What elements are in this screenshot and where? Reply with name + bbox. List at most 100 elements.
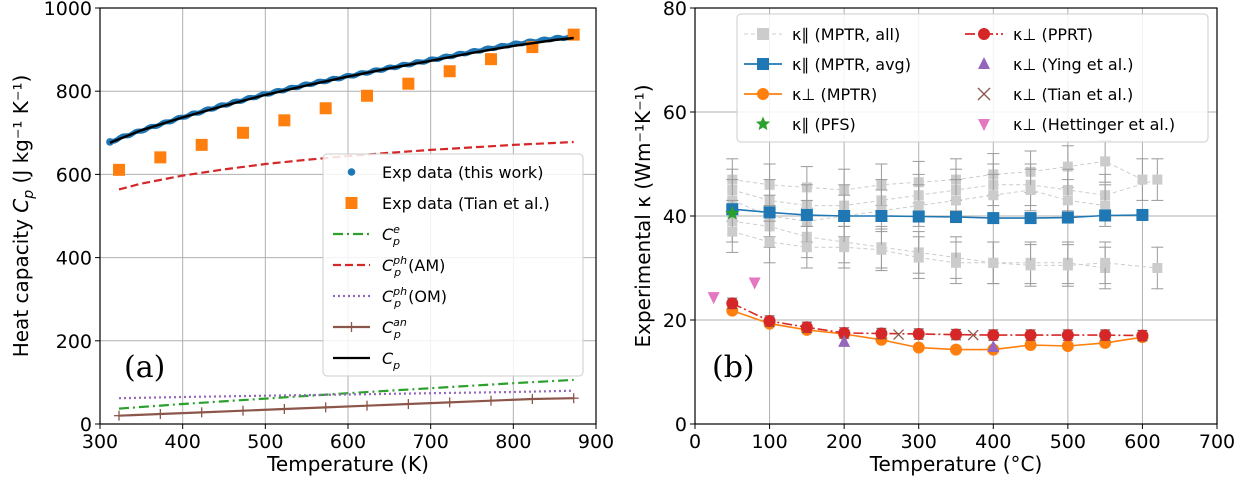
mptr-all-point xyxy=(1152,263,1163,273)
legend-a-label-3: Cph p (AM) xyxy=(382,254,445,279)
series-a-1-point xyxy=(402,77,415,90)
mptr-all-point xyxy=(801,242,812,253)
series-b-tian-point xyxy=(893,329,905,341)
panel-label-b: (b) xyxy=(712,350,755,385)
a-y-tick-label: 600 xyxy=(56,164,92,186)
series-a-1-point xyxy=(485,53,498,66)
panel-label-a: (a) xyxy=(124,350,165,385)
series-b-hettinger-point xyxy=(748,277,761,290)
series-b-pprt xyxy=(726,297,1149,342)
mptr-all-point xyxy=(951,195,961,206)
series-a-5-point xyxy=(362,400,373,411)
series-b-pprt-point xyxy=(1024,329,1037,342)
legend-b-marker-2 xyxy=(757,88,769,100)
series-b-pprt-point xyxy=(950,328,962,341)
mptr-all-point xyxy=(988,257,999,268)
series-b-hettinger xyxy=(707,277,761,305)
series-b-mptr-avg xyxy=(726,203,1149,225)
a-y-tick-label: 800 xyxy=(56,81,92,103)
legend-b-label-3: κ∥ (PFS) xyxy=(792,115,856,134)
a-y-tick-label: 400 xyxy=(56,248,92,270)
series-a-5-point xyxy=(568,393,579,404)
a-y-tick-label: 1000 xyxy=(44,0,92,20)
b-x-tick-label: 200 xyxy=(826,431,862,453)
legend-b-label-5: κ⊥ (Ying et al.) xyxy=(1013,55,1134,74)
series-a-1-point xyxy=(237,126,250,139)
series-a-5-point xyxy=(238,405,249,416)
series-a-5-point xyxy=(320,402,331,413)
a-x-tick-label: 800 xyxy=(495,431,531,453)
legend-a-item-2: Ce p xyxy=(333,223,400,248)
mptr-all-point xyxy=(1100,200,1111,211)
data-b xyxy=(707,140,1164,356)
mptr-all-point xyxy=(913,252,924,263)
ticks-b: 0 100 200 300 400 500 600 700 0 20 40 60 80 xyxy=(663,0,1235,453)
series-b-hettinger-point xyxy=(707,292,720,305)
legend-b-marker-4 xyxy=(978,28,990,40)
b-x-tick-label: 0 xyxy=(689,431,701,453)
b-x-tick-label: 100 xyxy=(751,431,787,453)
legend-a-label-6: Cp xyxy=(382,349,400,372)
legend-box-b xyxy=(736,13,1209,143)
series-b-pfs xyxy=(725,205,740,220)
legend-items-a: Exp data (this work) Exp data (Tian et al… xyxy=(333,163,550,372)
series-b-mptr-perp-point xyxy=(1024,338,1037,351)
mptr-all-point xyxy=(1025,260,1036,271)
mptr-all-point xyxy=(1100,156,1111,167)
mptr-all-point xyxy=(839,242,850,253)
series-a-5-point xyxy=(403,399,414,410)
legend-a-item-3: Cph p (AM) xyxy=(333,254,445,279)
series-b-pprt-point xyxy=(875,327,888,340)
legend-b-item-7: κ⊥ (Hettinger et al.) xyxy=(978,115,1175,134)
legend-b-label-7: κ⊥ (Hettinger et al.) xyxy=(1013,115,1175,134)
series-b-mptr-avg-point xyxy=(875,210,888,222)
series-b-tian-point xyxy=(967,329,979,341)
legend-b-label-1: κ∥ (MPTR, avg) xyxy=(792,55,911,74)
b-x-tick-label: 300 xyxy=(901,431,937,453)
a-x-tick-label: 600 xyxy=(330,431,366,453)
series-a-5-point xyxy=(279,404,290,415)
legend-b-marker-7 xyxy=(978,119,990,131)
series-b-pprt-point xyxy=(912,328,925,341)
b-x-tick-label: 400 xyxy=(975,431,1011,453)
series-b-pprt-point xyxy=(763,315,776,328)
legend-box-a xyxy=(322,153,584,377)
series-a-1-point xyxy=(113,163,126,176)
series-a-1-point xyxy=(319,102,332,115)
mptr-all-point xyxy=(1137,174,1148,185)
panel-a: 300 400 500 600 700 800 900 0 200 400 600 800 1000 T… xyxy=(9,0,614,476)
b-x-tick-label: 600 xyxy=(1124,431,1160,453)
b-x-tick-label: 500 xyxy=(1050,431,1086,453)
series-b-mptr-perp-point xyxy=(1061,340,1074,352)
b-y-tick-label: 60 xyxy=(663,102,687,124)
series-a-6 xyxy=(109,36,574,144)
mptr-all-point xyxy=(951,257,961,268)
series-b-mptr-avg-point xyxy=(1099,209,1112,222)
series-b-mptr-avg-point xyxy=(950,211,962,224)
series-b-pprt-point xyxy=(800,321,813,334)
legend-a-label-1: Exp data (Tian et al.) xyxy=(382,194,550,213)
series-b-ying-point xyxy=(987,340,1000,353)
legend-b-marker-3 xyxy=(755,116,771,131)
b-x-tick-label: 700 xyxy=(1199,431,1235,453)
legend-b-label-6: κ⊥ (Tian et al.) xyxy=(1013,85,1133,104)
y-axis-label-b: Experimental κ (Wm⁻¹K⁻¹) xyxy=(631,85,655,348)
series-b-pprt-point xyxy=(726,297,739,310)
mptr-all-point xyxy=(988,190,999,201)
b-y-tick-label: 80 xyxy=(663,0,687,20)
legend-items-b: κ∥ (MPTR, all) κ∥ (MPTR, avg) κ⊥ (MPTR) κ∥ … xyxy=(744,25,1175,134)
series-b-mptr-all-4 xyxy=(726,210,1164,290)
legend-b-item-5: κ⊥ (Ying et al.) xyxy=(978,55,1134,74)
series-a-1-point xyxy=(443,65,456,78)
legend-b-item-6: κ⊥ (Tian et al.) xyxy=(977,85,1133,104)
series-b-mptr-perp-point xyxy=(912,341,925,354)
a-y-tick-label: 200 xyxy=(56,331,92,353)
mptr-all-point xyxy=(1100,257,1111,268)
series-a-5-point xyxy=(444,397,455,408)
legend-b-marker-5 xyxy=(978,57,990,69)
b-y-tick-label: 20 xyxy=(663,310,687,332)
series-b-mptr-avg-point xyxy=(763,206,776,219)
legend-b: κ∥ (MPTR, all) κ∥ (MPTR, avg) κ⊥ (MPTR) κ∥ … xyxy=(736,13,1209,143)
mptr-all-point xyxy=(913,200,924,211)
legend-a-label-5: Can p xyxy=(382,316,407,341)
